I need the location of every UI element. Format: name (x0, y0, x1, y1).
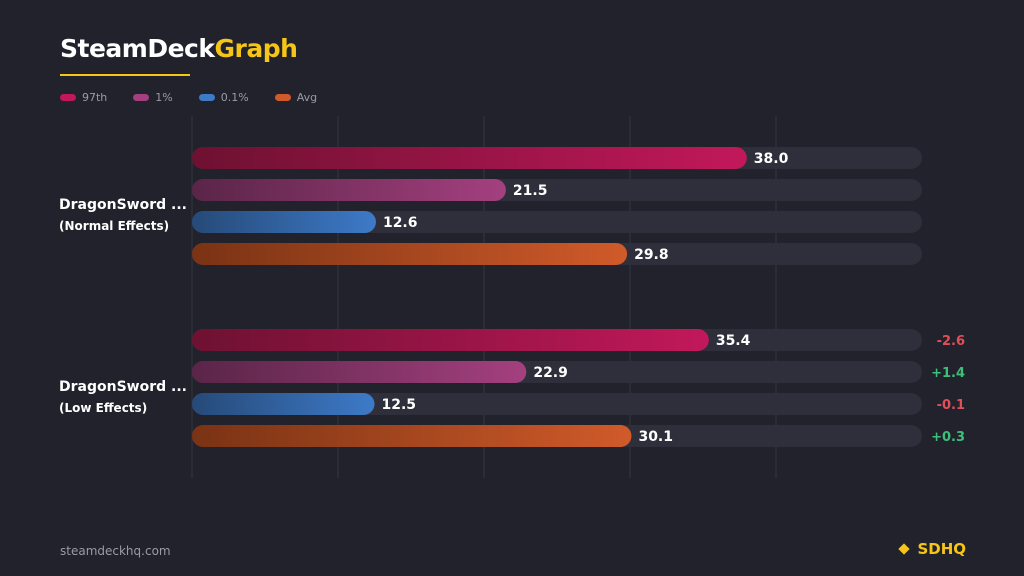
group-subtitle: (Low Effects) (59, 401, 148, 415)
brand-underline (60, 74, 190, 76)
grid-lines (191, 116, 777, 478)
bar-track (192, 393, 922, 415)
legend-label: 0.1% (220, 91, 249, 104)
footer-url: steamdeckhq.com (60, 544, 171, 558)
legend-item-0-1pct: 0.1% (198, 91, 249, 104)
bar-track (192, 211, 922, 233)
bar (192, 393, 375, 415)
group-label-low: DragonSword ... (Low Effects) (59, 379, 189, 415)
group-subtitle: (Normal Effects) (59, 219, 170, 233)
group-name: DragonSword ... (59, 197, 187, 213)
bar-value-label: 30.1 (638, 429, 673, 445)
chart-legend: 97th 1% 0.1% Avg (60, 91, 343, 104)
delta-label: +0.3 (931, 430, 965, 445)
diamond-icon (898, 543, 911, 555)
delta-label: -2.6 (937, 334, 965, 349)
footer-logo: SDHQ (898, 540, 966, 558)
group-label-normal: DragonSword ... (Normal Effects) (59, 197, 189, 233)
bar-value-label: 12.5 (382, 397, 417, 413)
legend-swatch (274, 94, 291, 101)
brand-title-main: SteamDeck (60, 34, 215, 63)
legend-label: 97th (82, 91, 108, 104)
delta-label: -0.1 (937, 398, 965, 413)
bar-value-label: 29.8 (634, 247, 669, 263)
bar-value-label: 22.9 (533, 365, 568, 381)
bar (192, 179, 506, 201)
bar-value-label: 12.6 (383, 215, 418, 231)
bar-value-label: 35.4 (716, 333, 751, 349)
footer-logo-text: SDHQ (917, 540, 966, 558)
bar (192, 243, 628, 265)
legend-swatch (198, 94, 215, 101)
brand-title: SteamDeckGraph (60, 34, 298, 63)
legend-swatch (60, 94, 76, 101)
bar (192, 147, 747, 169)
bar (192, 211, 376, 233)
bar (192, 361, 527, 383)
bar-value-label: 21.5 (513, 183, 548, 199)
group-name: DragonSword ... (59, 379, 187, 395)
delta-label: +1.4 (931, 366, 965, 381)
bar (192, 425, 632, 447)
legend-item-1pct: 1% (133, 91, 173, 104)
legend-swatch (133, 94, 150, 101)
bar-value-label: 38.0 (754, 151, 789, 167)
legend-label: Avg (296, 91, 318, 104)
bar (192, 329, 709, 351)
legend-item-97th: 97th (60, 91, 107, 104)
brand-title-accent: Graph (214, 34, 298, 63)
legend-label: 1% (155, 91, 173, 104)
legend-item-avg: Avg (274, 91, 318, 104)
